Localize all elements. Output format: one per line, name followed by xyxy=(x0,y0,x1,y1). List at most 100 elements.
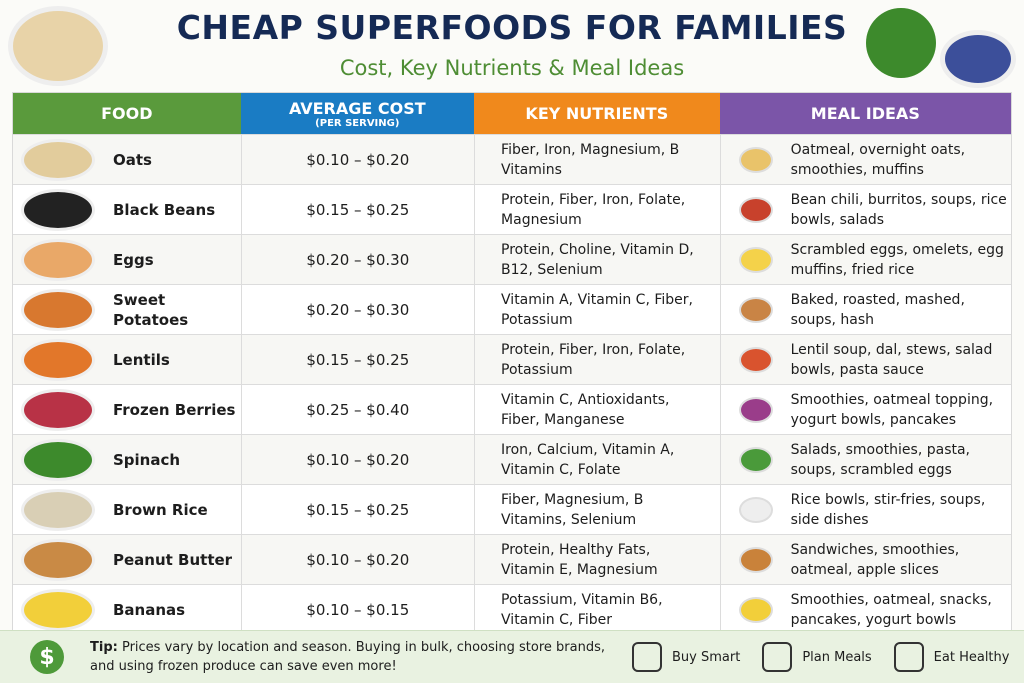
column-header: FOOD xyxy=(13,93,241,134)
table-row: Lentils $0.15 – $0.25 Protein, Fiber, Iron… xyxy=(13,334,1011,384)
cost: $0.10 – $0.15 xyxy=(240,585,475,634)
table-row: Spinach $0.10 – $0.20 Iron, Calcium, Vitam… xyxy=(13,434,1011,484)
meal-cell: Baked, roasted, mashed, soups, hash xyxy=(719,285,1011,334)
food-name: Peanut Butter xyxy=(113,550,233,569)
meal-cell: Bean chili, burritos, soups, rice bowls,… xyxy=(719,185,1011,234)
meal-icon xyxy=(738,546,773,573)
badge-label: Buy Smart xyxy=(672,649,741,665)
nutrients: Protein, Fiber, Iron, Folate, Magnesium xyxy=(474,185,720,234)
column-header-text: KEY NUTRIENTS xyxy=(525,104,669,123)
food-cell: Oats xyxy=(13,135,241,184)
meal-ideas: Bean chili, burritos, soups, rice bowls,… xyxy=(790,191,1007,228)
food-image xyxy=(21,488,95,531)
oats-decoration xyxy=(8,6,108,86)
column-header: MEAL IDEAS xyxy=(719,93,1012,134)
spinach-decoration xyxy=(866,8,936,78)
table-row: Eggs $0.20 – $0.30 Protein, Choline, Vitam… xyxy=(13,234,1011,284)
table-row: Sweet Potatoes $0.20 – $0.30 Vitamin A, Vi… xyxy=(13,284,1011,334)
food-cell: Brown Rice xyxy=(13,485,241,534)
meal-cell: Smoothies, oatmeal topping, yogurt bowls… xyxy=(719,385,1011,434)
column-header-text: FOOD xyxy=(101,104,153,123)
meal-ideas: Oatmeal, overnight oats, smoothies, muff… xyxy=(790,141,966,178)
badges: Buy Smart Plan Meals Eat Healthy xyxy=(610,642,1009,672)
meal-cell: Scrambled eggs, omelets, egg muffins, fr… xyxy=(719,235,1011,284)
meal-icon xyxy=(738,196,773,223)
meal-ideas: Smoothies, oatmeal topping, yogurt bowls… xyxy=(790,391,994,428)
table-row: Black Beans $0.15 – $0.25 Protein, Fiber, … xyxy=(13,184,1011,234)
badge-icon xyxy=(762,642,793,672)
meal-icon xyxy=(738,496,773,523)
food-name: Lentils xyxy=(113,350,170,369)
column-header: AVERAGE COST (PER SERVING) xyxy=(240,93,475,134)
food-cell: Spinach xyxy=(13,435,241,484)
nutrients: Vitamin C, Antioxidants, Fiber, Manganes… xyxy=(474,385,720,434)
nutrients: Vitamin A, Vitamin C, Fiber, Potassium xyxy=(474,285,720,334)
header-row: FOOD AVERAGE COST (PER SERVING) KEY NUTRIEN… xyxy=(13,93,1012,134)
food-image xyxy=(21,438,95,481)
meal-cell: Rice bowls, stir-fries, soups, side dish… xyxy=(719,485,1011,534)
tip-label: Tip: xyxy=(90,640,118,655)
nutrients: Iron, Calcium, Vitamin A, Vitamin C, Fol… xyxy=(474,435,720,484)
food-name: Spinach xyxy=(113,450,181,469)
badge: Buy Smart xyxy=(632,642,740,672)
meal-icon xyxy=(738,446,773,473)
tip: Tip: Prices vary by location and season.… xyxy=(90,638,610,676)
food-name: Bananas xyxy=(113,600,186,619)
cost: $0.10 – $0.20 xyxy=(240,135,475,184)
table-row: Peanut Butter $0.10 – $0.20 Protein, Healt… xyxy=(13,534,1011,584)
meal-cell: Salads, smoothies, pasta, soups, scrambl… xyxy=(719,435,1011,484)
food-name: Eggs xyxy=(113,250,154,269)
cost: $0.15 – $0.25 xyxy=(240,185,475,234)
food-cell: Bananas xyxy=(13,585,241,634)
cost-note: (PER SERVING) xyxy=(315,117,400,129)
badge: Plan Meals xyxy=(762,642,872,672)
subtitle: Cost, Key Nutrients & Meal Ideas xyxy=(339,56,685,80)
food-image xyxy=(21,238,95,281)
food-name: Sweet Potatoes xyxy=(113,290,189,329)
dollar-icon: $ xyxy=(30,640,64,674)
food-image xyxy=(21,338,95,381)
meal-icon xyxy=(738,246,773,273)
food-cell: Lentils xyxy=(13,335,241,384)
food-image xyxy=(21,138,95,181)
food-cell: Sweet Potatoes xyxy=(13,285,241,334)
meal-cell: Oatmeal, overnight oats, smoothies, muff… xyxy=(719,135,1011,184)
cost: $0.25 – $0.40 xyxy=(240,385,475,434)
meal-cell: Smoothies, oatmeal, snacks, pancakes, yo… xyxy=(719,585,1011,634)
food-cell: Eggs xyxy=(13,235,241,284)
food-name: Oats xyxy=(113,150,152,169)
meal-cell: Lentil soup, dal, stews, salad bowls, pa… xyxy=(719,335,1011,384)
table-row: Brown Rice $0.15 – $0.25 Fiber, Magnesium,… xyxy=(13,484,1011,534)
food-cell: Black Beans xyxy=(13,185,241,234)
title: CHEAP SUPERFOODS FOR FAMILIES xyxy=(176,8,848,47)
food-image xyxy=(21,288,95,331)
nutrients: Fiber, Magnesium, B Vitamins, Selenium xyxy=(474,485,720,534)
food-cell: Frozen Berries xyxy=(13,385,241,434)
meal-ideas: Salads, smoothies, pasta, soups, scrambl… xyxy=(790,441,971,478)
meal-ideas: Rice bowls, stir-fries, soups, side dish… xyxy=(790,491,986,528)
berries-decoration xyxy=(940,30,1016,88)
meal-icon xyxy=(738,596,773,623)
meal-icon xyxy=(738,296,773,323)
meal-ideas: Scrambled eggs, omelets, egg muffins, fr… xyxy=(790,241,1004,278)
column-header-text: AVERAGE COST xyxy=(288,98,426,118)
badge: Eat Healthy xyxy=(893,642,1009,672)
column-header: KEY NUTRIENTS xyxy=(474,93,720,134)
cost: $0.10 – $0.20 xyxy=(240,435,475,484)
meal-cell: Sandwiches, smoothies, oatmeal, apple sl… xyxy=(719,535,1011,584)
food-image xyxy=(21,388,95,431)
cost: $0.10 – $0.20 xyxy=(240,535,475,584)
meal-icon xyxy=(738,396,773,423)
badge-icon xyxy=(893,642,924,672)
table-row: Frozen Berries $0.25 – $0.40 Vitamin C, An… xyxy=(13,384,1011,434)
food-cell: Peanut Butter xyxy=(13,535,241,584)
food-image xyxy=(21,188,95,231)
nutrients: Protein, Choline, Vitamin D, B12, Seleni… xyxy=(474,235,720,284)
meal-ideas: Baked, roasted, mashed, soups, hash xyxy=(790,291,965,328)
meal-ideas: Sandwiches, smoothies, oatmeal, apple sl… xyxy=(790,541,960,578)
meal-icon xyxy=(738,146,773,173)
nutrients: Potassium, Vitamin B6, Vitamin C, Fiber xyxy=(474,585,720,634)
nutrients: Protein, Fiber, Iron, Folate, Potassium xyxy=(474,335,720,384)
food-image xyxy=(21,588,95,631)
meal-icon xyxy=(738,346,773,373)
